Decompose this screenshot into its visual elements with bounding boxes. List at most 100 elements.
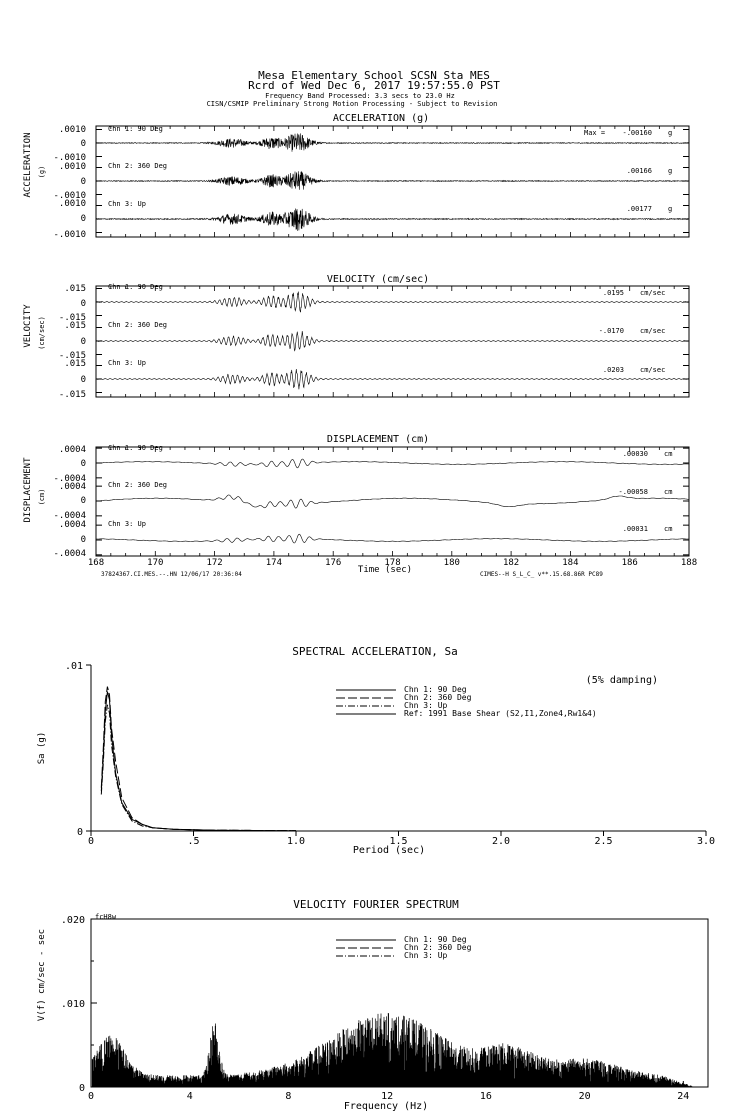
acceleration-peaks: -.00160 g .00166 g .00177 g [622,129,672,213]
acceleration-ch1-ytick-top: .0010 [59,125,86,135]
velocity-channel-labels: Chn 1: 90 Deg Chn 2: 360 Deg Chn 3: Up [108,283,167,367]
sa-xtick-label-3: 1.5 [389,836,407,847]
sa-legend-ch1: Chn 1: 90 Deg [404,685,467,694]
sa-ytick-label-0: .01 [65,661,83,672]
displacement-ch1-label: Chn 1: 90 Deg [108,444,163,452]
acceleration-yunit: (g) [38,166,46,179]
sa-xtick-label-2: 1.0 [287,836,305,847]
velocity-trace-ch2 [96,331,690,352]
acceleration-ch3-ytick-top: .0010 [59,199,86,209]
time-xtick-label-168: 168 [88,558,104,568]
fourier-xtick-label-2: 8 [285,1091,291,1102]
displacement-ch1-peak-unit: cm [664,450,672,458]
velocity-ylabel: VELOCITY [23,304,33,348]
time-xtick-label-176: 176 [325,558,341,568]
displacement-frame [95,446,690,557]
velocity-ch1-label: Chn 1: 90 Deg [108,283,163,291]
spectral-acceleration-chart: SPECTRAL ACCELERATION, Sa (5% damping) S… [37,645,658,856]
velocity-ch1-ytick-top: .015 [64,284,86,294]
displacement-ch3-ytick-zero: 0 [81,535,86,545]
displacement-ch3-ytick-bottom: -.0004 [53,549,86,559]
velocity-ch3-ytick-top: .015 [64,359,86,369]
time-xtick-label-170: 170 [147,558,163,568]
time-xtick-label-186: 186 [622,558,638,568]
displacement-channel-labels: Chn 1: 90 Deg Chn 2: 360 Deg Chn 3: Up [108,444,167,528]
fourier-xtick-label-3: 12 [381,1091,393,1102]
acceleration-ch2-peak-unit: g [668,167,672,175]
acceleration-ticks: .0010 0 -.0010 .0010 0 -.0010 .0010 0 -.… [53,125,86,240]
record-footer-left: 37824367.CI.MES.--.HN 12/06/17 20:36:04 [101,571,242,578]
acceleration-title: ACCELERATION (g) [333,113,429,124]
sa-legend-ch2: Chn 2: 360 Deg [404,693,472,702]
velocity-ch2-peak-unit: cm/sec [640,327,665,335]
header-note: CISN/CSMIP Preliminary Strong Motion Pro… [207,100,498,108]
sa-ytick-label-1: 0 [77,827,83,838]
time-xtick-label-180: 180 [444,558,460,568]
displacement-ch2-ytick-top: .0004 [59,482,86,492]
fourier-ytick-label-0: .020 [61,915,85,926]
sa-xtick-label-4: 2.0 [492,836,510,847]
displacement-ch2-ytick-bottom: -.0004 [53,511,86,521]
displacement-ch2-label: Chn 2: 360 Deg [108,481,167,489]
sa-xlabel: Period (sec) [353,845,425,856]
velocity-ch3-label: Chn 3: Up [108,359,146,367]
fourier-xtick-label-0: 0 [88,1091,94,1102]
velocity-yunit: (cm/sec) [38,316,46,350]
velocity-trace-ch1 [95,291,690,313]
acceleration-ch2-label: Chn 2: 360 Deg [108,162,167,170]
fourier-xtick-label-1: 4 [187,1091,193,1102]
velocity-ch1-peak-unit: cm/sec [640,289,665,297]
time-xtick-label-172: 172 [206,558,222,568]
fourier-xtick-label-6: 24 [677,1091,689,1102]
acceleration-ch2-peak: .00166 [627,167,652,175]
fourier-xlabel: Frequency (Hz) [344,1101,428,1112]
sa-legend-ch3: Chn 3: Up [404,701,448,710]
displacement-ch2-peak-unit: cm [664,488,672,496]
displacement-trace-ch1 [96,458,689,469]
time-xtick-label-184: 184 [562,558,578,568]
velocity-fourier-chart: VELOCITY FOURIER SPECTRUM fcH8w V(f) cm/… [37,898,472,1112]
sa-series-ch1 [100,691,297,832]
velocity-ticks: .015 0 -.015 .015 0 -.015 .015 0 -.015 [59,284,86,400]
velocity-ch1-ytick-zero: 0 [81,299,86,309]
velocity-ch2-ytick-zero: 0 [81,337,86,347]
acceleration-ch1-ytick-bottom: -.0010 [53,153,86,163]
acceleration-ch3-ytick-zero: 0 [81,214,86,224]
fourier-title: VELOCITY FOURIER SPECTRUM [293,898,459,911]
acceleration-trace-ch1 [95,133,690,152]
fourier-corner-label: fcH8w [95,913,117,921]
acceleration-ylabel: ACCELERATION [23,132,33,197]
displacement-ch3-peak-unit: cm [664,525,672,533]
report-header: Mesa Elementary School SCSN Sta MES Rcrd… [207,69,501,108]
fourier-ylabel: V(f) cm/sec - sec [37,929,47,1021]
displacement-ch1-peak: .00030 [623,450,648,458]
velocity-ch2-label: Chn 2: 360 Deg [108,321,167,329]
acceleration-ch3-peak: .00177 [627,205,652,213]
sa-legend-ref: Ref: 1991 Base Shear (S2,I1,Zone4,Rw1&4) [404,709,597,718]
velocity-panel: VELOCITY (cm/sec) VELOCITY (cm/sec) .015… [23,274,665,400]
sa-annotation: (5% damping) [586,675,658,686]
velocity-ch3-peak: .0203 [603,366,624,374]
velocity-ch3-peak-unit: cm/sec [640,366,665,374]
acceleration-channel-labels: Chn 1: 90 Deg Chn 2: 360 Deg Chn 3: Up [108,125,167,208]
displacement-ch2-ytick-zero: 0 [81,496,86,506]
displacement-ch1-ytick-top: .0004 [59,445,86,455]
fourier-ytick-label-2: 0 [79,1083,85,1094]
velocity-trace-ch3 [95,368,689,390]
velocity-ch2-ytick-top: .015 [64,321,86,331]
displacement-panel: DISPLACEMENT (cm) DISPLACEMENT (cm) .000… [23,434,672,578]
displacement-trace-ch2 [95,494,689,509]
acceleration-ch2-ytick-top: .0010 [59,162,86,172]
sa-xtick-label-5: 2.5 [594,836,612,847]
acceleration-ch3-peak-unit: g [668,205,672,213]
acceleration-ch2-ytick-zero: 0 [81,177,86,187]
header-record: Rcrd of Wed Dec 6, 2017 19:57:55.0 PST [248,79,500,92]
acceleration-max-label: Max = [584,129,605,137]
sa-legend: Chn 1: 90 Deg Chn 2: 360 Deg Chn 3: Up R… [336,685,597,718]
acceleration-ch3-ytick-bottom: -.0010 [53,230,86,240]
displacement-trace-ch3 [96,533,689,544]
velocity-peaks: .0195 cm/sec -.0170 cm/sec .0203 cm/sec [599,289,666,374]
displacement-yunit: (cm) [38,489,46,506]
